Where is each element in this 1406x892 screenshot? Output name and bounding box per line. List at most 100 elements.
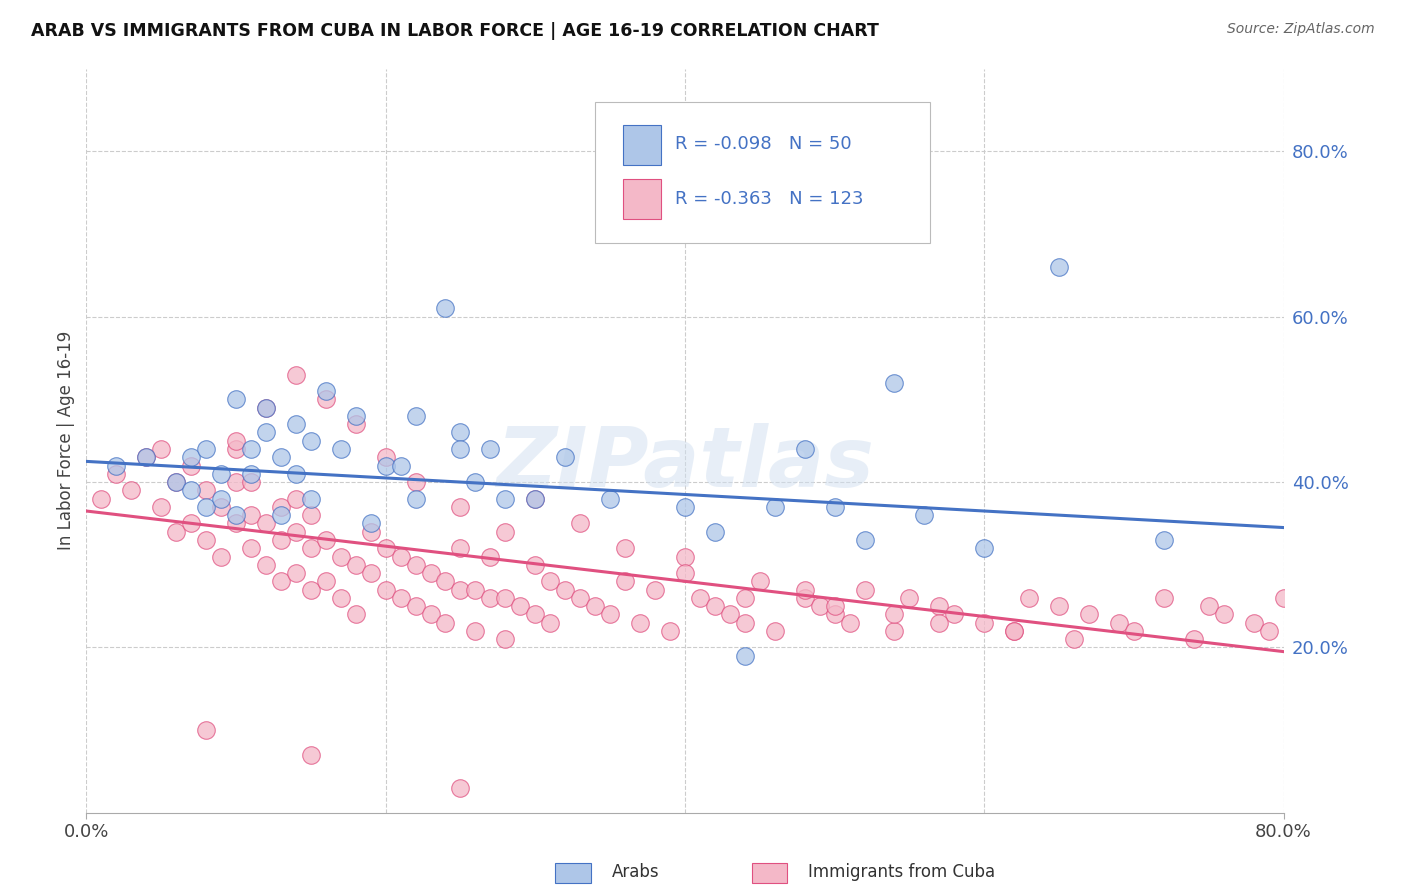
Point [449, 425, 471, 440]
Point [569, 516, 592, 531]
Point [1257, 624, 1279, 638]
Point [449, 541, 471, 556]
Point [239, 467, 262, 481]
Point [299, 434, 322, 448]
Point [329, 442, 352, 456]
Point [1153, 533, 1175, 547]
Point [165, 475, 187, 489]
Point [464, 624, 486, 638]
Point [734, 615, 756, 630]
Point [614, 541, 637, 556]
Point [209, 491, 232, 506]
Point [449, 500, 471, 514]
Point [1078, 607, 1101, 622]
Point [1272, 591, 1295, 605]
Point [599, 607, 621, 622]
Point [928, 599, 950, 614]
Point [599, 491, 621, 506]
Point [225, 434, 247, 448]
Point [254, 558, 277, 572]
Point [419, 566, 441, 580]
Point [1002, 624, 1025, 638]
Point [853, 533, 876, 547]
Point [315, 384, 337, 398]
Point [135, 450, 157, 465]
Point [464, 582, 486, 597]
Point [405, 558, 427, 572]
Point [254, 425, 277, 440]
Point [793, 591, 815, 605]
Point [329, 591, 352, 605]
Point [135, 450, 157, 465]
Point [270, 533, 292, 547]
Point [209, 467, 232, 481]
Point [195, 442, 218, 456]
Point [1212, 607, 1234, 622]
Point [284, 368, 307, 382]
Point [299, 582, 322, 597]
Point [315, 392, 337, 407]
Point [90, 491, 112, 506]
Point [225, 442, 247, 456]
Point [1047, 599, 1070, 614]
Point [1182, 632, 1205, 647]
Point [1198, 599, 1220, 614]
Point [824, 599, 846, 614]
Text: ARAB VS IMMIGRANTS FROM CUBA IN LABOR FORCE | AGE 16-19 CORRELATION CHART: ARAB VS IMMIGRANTS FROM CUBA IN LABOR FO… [31, 22, 879, 40]
Text: Arabs: Arabs [612, 863, 659, 881]
Point [315, 533, 337, 547]
Point [299, 491, 322, 506]
Point [1047, 260, 1070, 274]
Point [299, 747, 322, 762]
Point [209, 500, 232, 514]
Point [180, 450, 202, 465]
Point [284, 566, 307, 580]
Text: Source: ZipAtlas.com: Source: ZipAtlas.com [1227, 22, 1375, 37]
Point [734, 648, 756, 663]
Point [1002, 624, 1025, 638]
Point [898, 591, 921, 605]
Point [405, 409, 427, 423]
Point [239, 508, 262, 523]
Point [434, 615, 457, 630]
Point [1063, 632, 1085, 647]
Point [195, 483, 218, 498]
Point [673, 549, 696, 564]
Point [254, 401, 277, 415]
Point [763, 500, 786, 514]
Point [270, 500, 292, 514]
Point [434, 301, 457, 316]
Point [1243, 615, 1265, 630]
FancyBboxPatch shape [623, 178, 661, 219]
Point [808, 599, 831, 614]
Point [195, 500, 218, 514]
Point [673, 500, 696, 514]
Point [569, 591, 592, 605]
Text: Immigrants from Cuba: Immigrants from Cuba [808, 863, 995, 881]
FancyBboxPatch shape [623, 125, 661, 165]
Point [793, 442, 815, 456]
Point [270, 508, 292, 523]
Point [524, 607, 547, 622]
Point [673, 566, 696, 580]
Point [270, 574, 292, 589]
Point [734, 591, 756, 605]
Point [883, 376, 905, 390]
Text: R = -0.098   N = 50: R = -0.098 N = 50 [675, 136, 852, 153]
Point [225, 475, 247, 489]
Point [329, 549, 352, 564]
Point [763, 624, 786, 638]
Point [538, 574, 561, 589]
Point [419, 607, 441, 622]
Point [644, 582, 666, 597]
Point [315, 574, 337, 589]
Point [254, 401, 277, 415]
Point [883, 624, 905, 638]
Point [718, 607, 741, 622]
Point [225, 508, 247, 523]
Point [360, 516, 382, 531]
Point [225, 392, 247, 407]
Point [494, 591, 516, 605]
Point [524, 558, 547, 572]
Point [344, 409, 367, 423]
